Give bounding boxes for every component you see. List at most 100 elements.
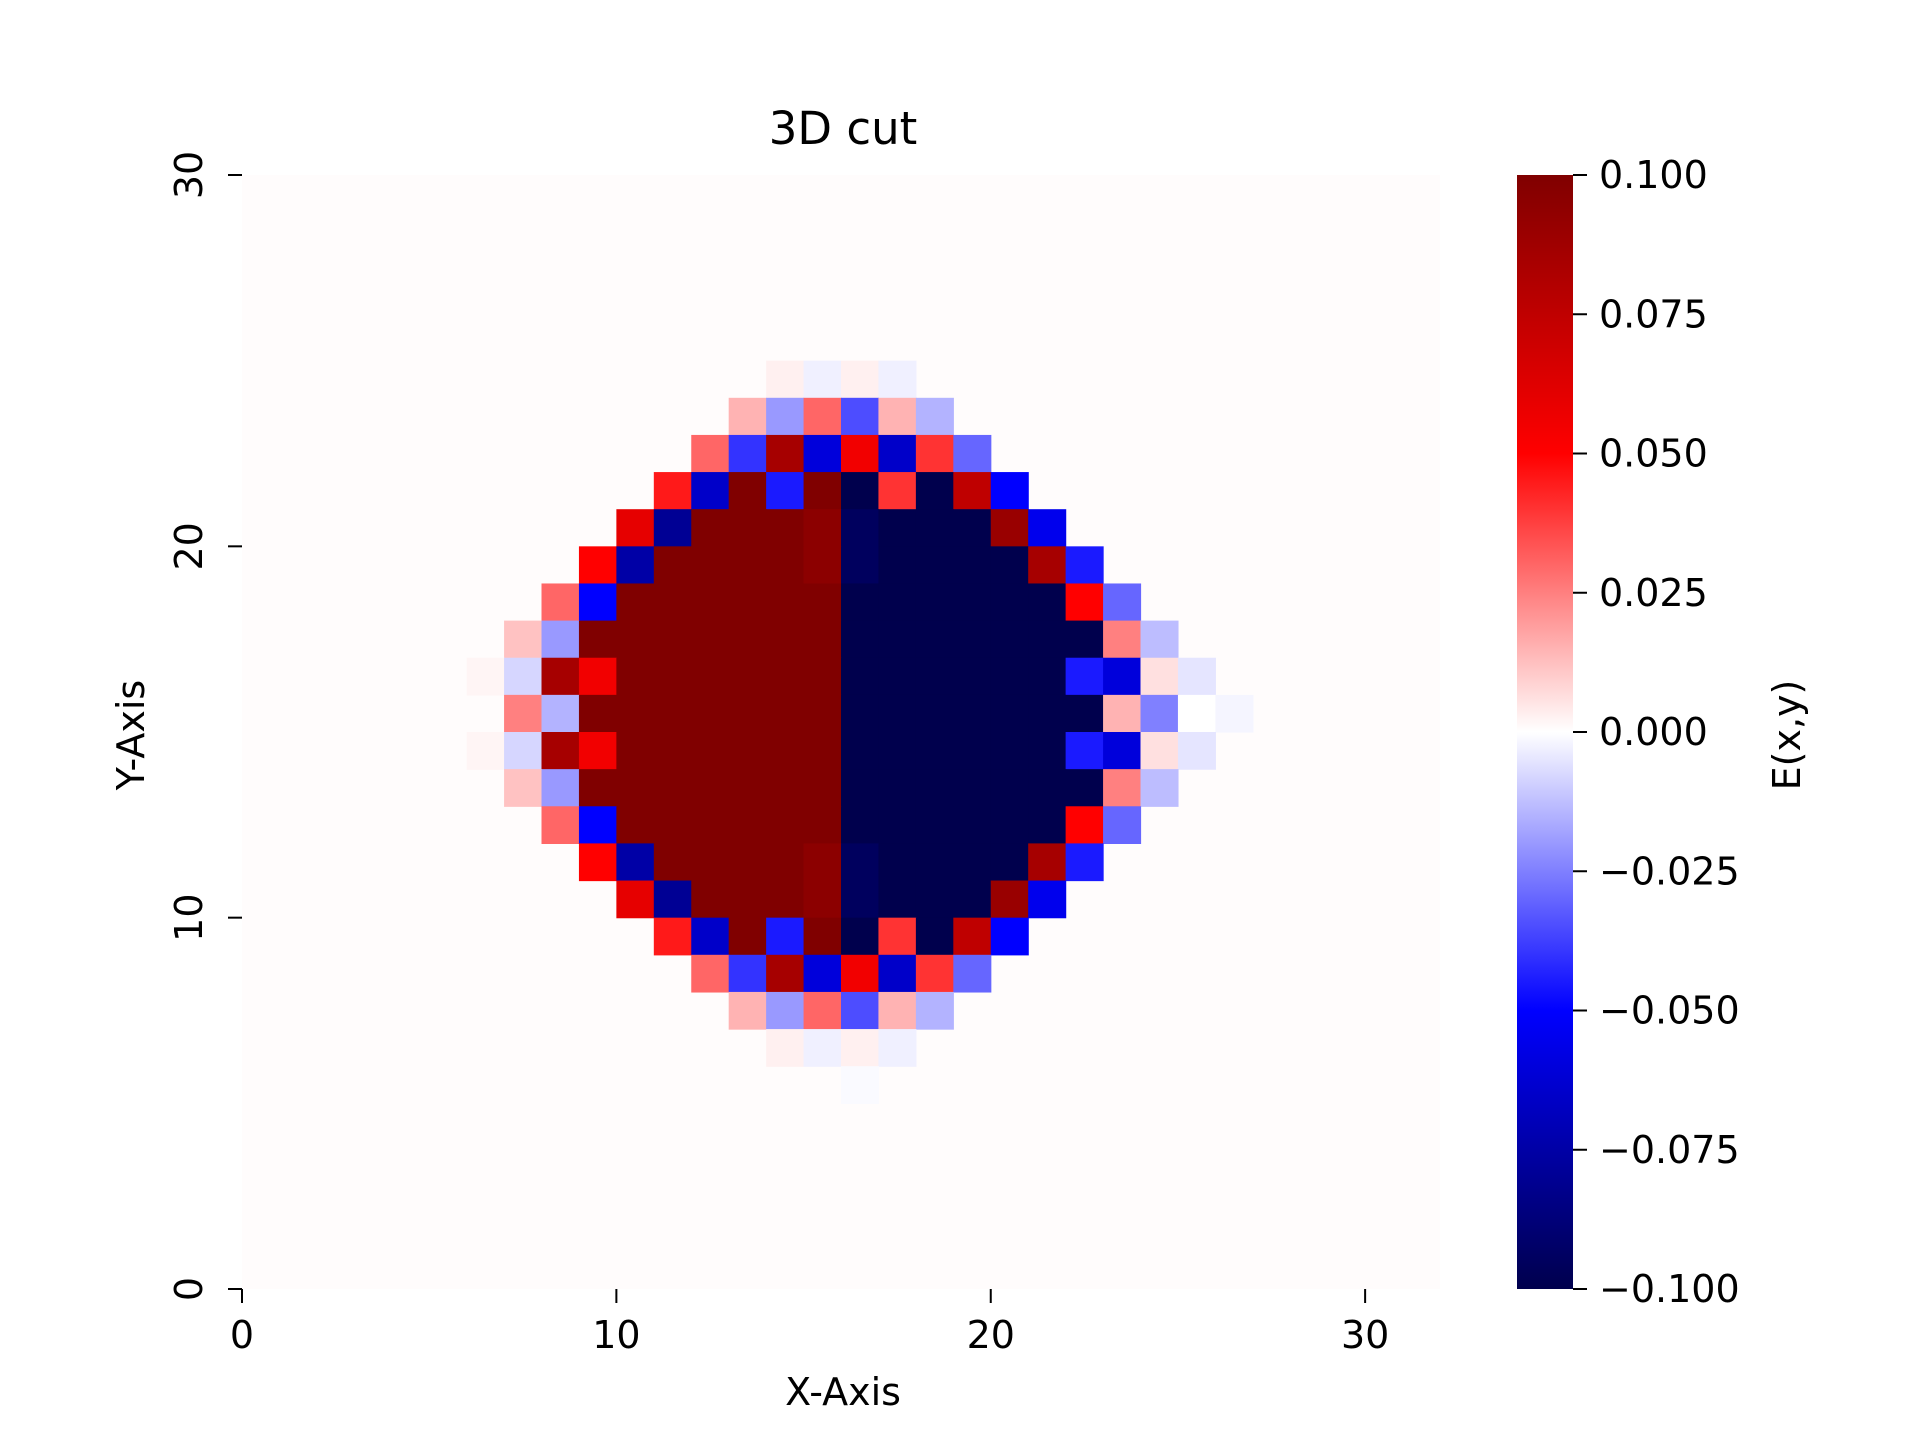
heatmap-cell — [653, 732, 692, 770]
heatmap-cell — [953, 620, 992, 659]
heatmap-cell — [616, 694, 655, 733]
heatmap-cell — [1028, 769, 1067, 807]
heatmap-cell — [578, 843, 617, 882]
heatmap-cell — [1140, 657, 1179, 696]
colorbar: 0.100 0.075 0.050 0.025 0.000 −0.025 −0.050 −0.… — [1517, 153, 1809, 1311]
heatmap-cell — [616, 583, 655, 622]
colorbar-tick-label: −0.100 — [1599, 1267, 1740, 1311]
heatmap-cell — [841, 509, 880, 547]
heatmap-cell — [878, 546, 917, 585]
heatmap-cell — [1028, 732, 1067, 770]
heatmap-cell — [691, 806, 730, 844]
heatmap-cell — [953, 769, 992, 807]
heatmap-cell — [541, 694, 580, 733]
heatmap-cell — [990, 620, 1029, 659]
heatmap-cell — [990, 472, 1029, 510]
heatmap-cell — [616, 843, 655, 882]
heatmap-cell — [653, 546, 692, 585]
heatmap-cell — [1103, 583, 1142, 622]
heatmap-cells — [466, 360, 1254, 1104]
heatmap-cell — [803, 843, 842, 882]
heatmap-cell — [1065, 806, 1104, 844]
heatmap-cell — [841, 657, 880, 696]
heatmap-cell — [990, 509, 1029, 547]
colorbar-tick-label: −0.025 — [1599, 849, 1740, 893]
heatmap-cell — [616, 657, 655, 696]
y-tick-label: 0 — [167, 1277, 211, 1301]
heatmap-cell — [691, 434, 730, 473]
y-axis-label: Y-Axis — [109, 680, 153, 791]
heatmap-cell — [878, 1029, 917, 1067]
heatmap-cell — [915, 991, 954, 1030]
heatmap-cell — [766, 769, 805, 807]
heatmap-cell — [878, 732, 917, 770]
heatmap-cell — [728, 509, 767, 547]
heatmap-cell — [878, 620, 917, 659]
heatmap-cell — [578, 769, 617, 807]
heatmap-cell — [541, 620, 580, 659]
heatmap-cell — [953, 880, 992, 919]
x-tick-label: 10 — [592, 1313, 640, 1357]
colorbar-tick-label: 0.025 — [1599, 571, 1708, 615]
heatmap-cell — [841, 917, 880, 956]
heatmap-cell — [953, 843, 992, 882]
heatmap-cell — [841, 620, 880, 659]
heatmap-cell — [728, 732, 767, 770]
y-axis: 0 10 20 30 — [167, 151, 242, 1301]
heatmap-cell — [953, 434, 992, 473]
heatmap-cell — [691, 657, 730, 696]
heatmap-cell — [1028, 843, 1067, 882]
heatmap-cell — [803, 991, 842, 1030]
heatmap-cell — [915, 657, 954, 696]
heatmap-cell — [466, 657, 505, 696]
heatmap-cell — [841, 1066, 880, 1104]
heatmap-cell — [803, 509, 842, 547]
heatmap-cell — [990, 694, 1029, 733]
heatmap-cell — [578, 546, 617, 585]
heatmap-cell — [766, 434, 805, 473]
heatmap-cell — [653, 806, 692, 844]
heatmap-cell — [1065, 583, 1104, 622]
heatmap-cell — [803, 1029, 842, 1067]
heatmap-cell — [878, 397, 917, 436]
heatmap-cell — [1028, 806, 1067, 844]
heatmap-cell — [578, 620, 617, 659]
heatmap-cell — [1065, 732, 1104, 770]
heatmap-cell — [504, 732, 543, 770]
heatmap-cell — [1065, 843, 1104, 882]
heatmap-cell — [878, 434, 917, 473]
heatmap-cell — [915, 843, 954, 882]
heatmap-cell — [990, 546, 1029, 585]
heatmap-cell — [504, 620, 543, 659]
heatmap-cell — [841, 769, 880, 807]
heatmap-cell — [1140, 769, 1179, 807]
heatmap-cell — [653, 620, 692, 659]
heatmap-cell — [728, 954, 767, 993]
colorbar-tick-label: −0.050 — [1599, 989, 1740, 1033]
heatmap-cell — [878, 694, 917, 733]
heatmap-cell — [691, 843, 730, 882]
heatmap-cell — [728, 917, 767, 956]
heatmap-cell — [990, 806, 1029, 844]
heatmap-cell — [728, 769, 767, 807]
plot-area — [242, 175, 1440, 1289]
heatmap-cell — [691, 880, 730, 919]
heatmap-cell — [915, 694, 954, 733]
x-axis-label: X-Axis — [785, 1370, 901, 1414]
heatmap-cell — [728, 546, 767, 585]
heatmap-cell — [766, 509, 805, 547]
heatmap-cell — [766, 991, 805, 1030]
heatmap-cell — [1028, 546, 1067, 585]
heatmap-cell — [878, 657, 917, 696]
heatmap-cell — [691, 769, 730, 807]
heatmap-cell — [878, 769, 917, 807]
heatmap-cell — [915, 397, 954, 436]
heatmap-cell — [766, 880, 805, 919]
heatmap-cell — [766, 583, 805, 622]
heatmap-cell — [541, 769, 580, 807]
heatmap-cell — [691, 472, 730, 510]
heatmap-cell — [728, 583, 767, 622]
colorbar-tick-label: 0.050 — [1599, 432, 1708, 476]
heatmap-cell — [728, 880, 767, 919]
colorbar-gradient — [1517, 175, 1573, 1289]
